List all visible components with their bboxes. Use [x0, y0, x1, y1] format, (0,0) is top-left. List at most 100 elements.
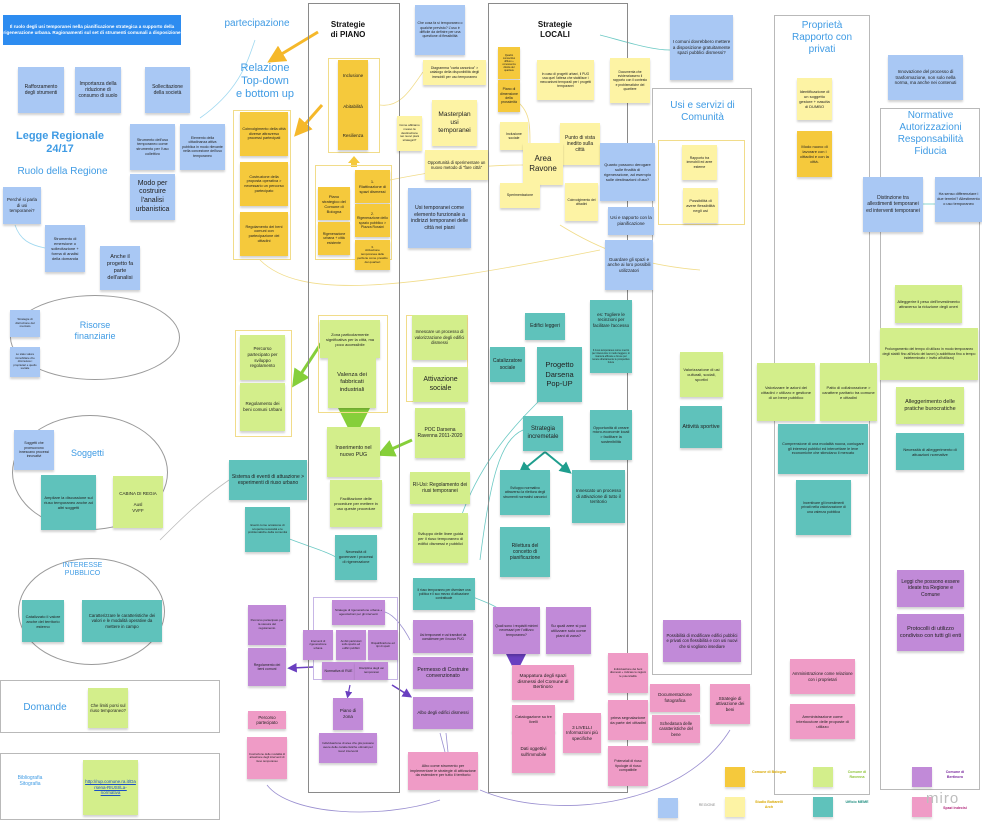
sticky-note[interactable]: Usi temporanei e usi transitori da consi…: [413, 620, 473, 653]
sticky-note[interactable]: Facilitazione delle procedure per metter…: [330, 480, 382, 527]
sticky-note[interactable]: Abitabilità: [338, 92, 368, 122]
sticky-note[interactable]: Percorso partecipato per la stesura del …: [248, 605, 286, 645]
sticky-note[interactable]: Valorizzazione di usi culturali, sociali…: [680, 352, 723, 397]
sticky-note[interactable]: CABINA DI REGIA Ausl VVFF: [113, 476, 163, 528]
sticky-note[interactable]: Potenziali di riuso tipologie di riuso c…: [608, 746, 648, 786]
sticky-note[interactable]: Leggi che possono essere ideate tra Regi…: [897, 570, 964, 607]
sticky-note[interactable]: Il riuso temporaneo come mezzo per inter…: [590, 340, 632, 373]
sticky-note[interactable]: Amministrazione come interlocutore delle…: [790, 704, 855, 739]
sticky-note[interactable]: Prolungamento del tempo di utilizzo in m…: [880, 328, 978, 380]
sticky-note[interactable]: Rilettura del concetto di pianificazione: [500, 527, 550, 577]
sticky-note[interactable]: Quanto possono derogare sulle finalità d…: [600, 143, 655, 201]
sticky-note[interactable]: Su quali aree si può utilizzare solo com…: [546, 607, 591, 654]
sticky-note[interactable]: Lo stato valore immobiliare che diminuis…: [10, 347, 40, 377]
sticky-note[interactable]: Come abbiamo messo la destinazione nei n…: [397, 116, 422, 151]
sticky-note[interactable]: prima segnalazione da parte dei cittadin…: [608, 700, 648, 740]
sticky-note[interactable]: Strategia incremetale: [523, 416, 563, 451]
sticky-note[interactable]: Anche il progetto fa parte dell'analisi: [100, 246, 140, 290]
sticky-note[interactable]: Documenta che evidenziassero il rapporto…: [610, 58, 650, 103]
sticky-note[interactable]: Mappatura degli spazi dismessi del Comun…: [512, 665, 574, 700]
sticky-note[interactable]: 3 LIVELLI Informazioni più specifiche: [563, 713, 601, 753]
sticky-note[interactable]: Importanza della riduzione di consumo di…: [75, 67, 121, 113]
sticky-note[interactable]: Strumento di emersione o sollecitazione …: [45, 225, 85, 272]
sticky-note[interactable]: Percorso partecipato: [248, 711, 286, 729]
sticky-note[interactable]: Regolamento dei beni comuni: [248, 648, 286, 686]
sticky-note[interactable]: Costruzione della proposta operativa > n…: [240, 162, 288, 206]
sticky-note[interactable]: Quali sono i requisiti minimi necessari …: [493, 607, 540, 654]
sticky-note[interactable]: Albo degli edifici dismessi: [413, 697, 473, 729]
sticky-note[interactable]: Strategie di attivazione dei beni: [710, 684, 750, 724]
sticky-note[interactable]: I comuni dovrebbero mettere a disposizio…: [670, 15, 733, 80]
sticky-note[interactable]: Valorizzare le azioni dei cittadini > ut…: [757, 363, 815, 421]
sticky-note[interactable]: Attivazione sociale: [413, 367, 468, 402]
sticky-note[interactable]: Interventi di rigenerazione urbana: [303, 630, 333, 660]
sticky-note[interactable]: Punto di vista inedito sulla città: [560, 123, 600, 165]
sticky-note[interactable]: Catalogazione su tre livelli: [512, 705, 555, 732]
sticky-note[interactable]: Riqualificazione ed tipi di spazi: [368, 630, 398, 660]
sticky-note[interactable]: Alleggerimento delle pratiche burocratic…: [896, 387, 964, 424]
sticky-note[interactable]: Progetto Darsena Pop-UP: [537, 347, 582, 402]
sticky-note[interactable]: Sollecitazione della società: [145, 67, 190, 113]
sticky-note[interactable]: Costruzione delle modalità di attuazione…: [247, 737, 287, 779]
sticky-note[interactable]: Inserimento nel nuovo PUG: [327, 427, 380, 477]
sticky-note[interactable]: Sistema di eventi di attuazione > esperi…: [229, 460, 307, 500]
sticky-note[interactable]: Documentazione fotografica: [650, 684, 700, 712]
sticky-note[interactable]: Inclusione: [338, 60, 368, 92]
sticky-note[interactable]: 1. Riattivazione di spazi dismessi: [355, 170, 390, 203]
link-note[interactable]: http://rup.comune.ra.it/Darsena-RIUSI/La…: [83, 760, 138, 815]
sticky-note[interactable]: Regolamento dei beni comuni con partecip…: [240, 212, 288, 256]
sticky-note[interactable]: Innovazione del processo di trasformazio…: [888, 55, 963, 100]
sticky-note[interactable]: Modo per costruire l'analisi urbanistica: [130, 174, 175, 220]
sticky-note[interactable]: Strategie di rigenerazione urbana + agev…: [332, 600, 385, 625]
sticky-note[interactable]: POC Darsena Ravenna 2011-2020: [415, 408, 465, 458]
sticky-note[interactable]: 2. Rigenerazione dello spazio pubblico >…: [355, 204, 390, 237]
sticky-note[interactable]: Attività sportive: [680, 406, 722, 448]
board-title-banner[interactable]: Il ruolo degli usi temporanei nella pian…: [3, 15, 181, 45]
sticky-note[interactable]: Che limiti porsi sul riuso temporaneo?: [88, 688, 128, 728]
sticky-note[interactable]: Comprensione di una modalità nuova, coni…: [778, 424, 868, 474]
sticky-note[interactable]: Incentivare gli investimenti privati nel…: [796, 480, 851, 535]
sticky-note[interactable]: Innescare un processo di valorizzazione …: [412, 315, 467, 360]
sticky-note[interactable]: Eventi come occasione di scoperta necess…: [245, 507, 290, 552]
sticky-note[interactable]: Catalizzato il valore anche del territor…: [22, 600, 64, 642]
sticky-note[interactable]: Masterplan usi temporanei: [432, 100, 477, 146]
sticky-note[interactable]: Identificazione di un soggetto gestore +…: [797, 78, 832, 120]
sticky-note[interactable]: Il riuso temporaneo per diventare una po…: [413, 578, 475, 610]
sticky-note[interactable]: Quadro conoscitivo diffuso + conoscenza …: [498, 47, 520, 79]
sticky-note[interactable]: Permesso di Costruire convenzionato: [413, 657, 473, 689]
sticky-note[interactable]: Caratterizzare le caratteristiche dei va…: [82, 600, 162, 642]
sticky-note[interactable]: Disciplina degli usi temporanei: [355, 662, 388, 680]
sticky-note[interactable]: Area Ravone: [523, 143, 563, 185]
sticky-note[interactable]: Necessità di governare i processi di rig…: [335, 535, 377, 580]
sticky-note[interactable]: Zona particolarmente significativa per l…: [320, 320, 380, 358]
sticky-note[interactable]: Amministrazione come relazione con i pro…: [790, 659, 855, 694]
sticky-note[interactable]: Normativa di RUE: [322, 662, 355, 680]
sticky-note[interactable]: Possibilità di modificare edifici pubbli…: [663, 620, 741, 662]
sticky-note[interactable]: Perché si parla di usi temporanei?: [3, 187, 41, 224]
sticky-note[interactable]: Rafforzamento degli strumenti: [18, 67, 64, 113]
sticky-note[interactable]: Usi temporanei come elemento funzionale …: [408, 188, 471, 248]
sticky-note[interactable]: Piano di dimensione della prossimità: [498, 80, 520, 112]
sticky-note[interactable]: Edifici leggeri: [525, 313, 565, 340]
sticky-note[interactable]: Piano strategico del Comune di Bologna: [318, 187, 350, 220]
sticky-note[interactable]: Che cosa fa sì temporaneo o qualche prev…: [415, 5, 465, 55]
sticky-note[interactable]: RI-Usi: Regolamento dei riusi temporanei: [410, 472, 470, 504]
sticky-note[interactable]: Ampliare la discussione sul riuso tempor…: [41, 475, 96, 530]
sticky-note[interactable]: Diagramma "carta canonica" > catalogo de…: [423, 60, 486, 85]
sticky-note[interactable]: Usi e rapporto con la pianificazione: [608, 207, 654, 235]
sticky-note[interactable]: Ambiti particolari sullo spazio ed edifi…: [336, 630, 366, 660]
sticky-note[interactable]: Necessità di alleggerimento di attuazion…: [896, 433, 964, 470]
sticky-note[interactable]: Schedatura delle caratteristiche del ben…: [652, 715, 700, 743]
sticky-note[interactable]: Distinzione tra allestimenti temporanei …: [863, 177, 923, 232]
sticky-note[interactable]: Sviluppo delle linee guida per il riuso …: [413, 513, 468, 563]
sticky-note[interactable]: Individuazione dei beni dismessi + indic…: [608, 653, 648, 693]
sticky-note[interactable]: Catalizzatore sociale: [490, 347, 525, 382]
sticky-note[interactable]: Opportunità di creare micro-economie loc…: [590, 410, 632, 460]
sticky-note[interactable]: Individuazione di aree che già possano a…: [319, 733, 377, 763]
sticky-note[interactable]: Possibilità di avere flessibilità negli …: [683, 188, 718, 223]
sticky-note[interactable]: Valenza dei fabbricati industriali: [328, 358, 376, 408]
sticky-note[interactable]: Soggetti che promuovono innescano proces…: [14, 430, 54, 470]
sticky-note[interactable]: Dati oggettivi sull'immobile: [512, 730, 555, 773]
sticky-note[interactable]: es: Togliere le recinzioni per facilitar…: [590, 300, 632, 340]
